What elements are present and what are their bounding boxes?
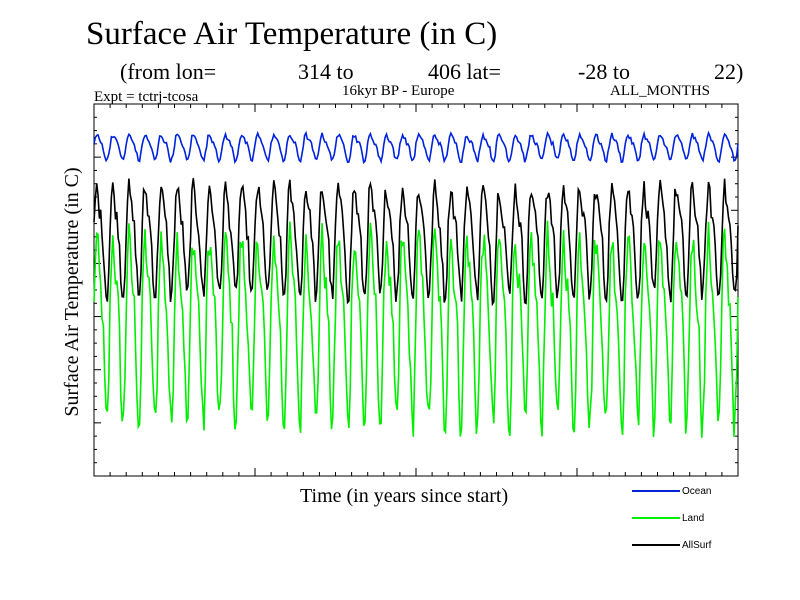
- series-line-ocean: [93, 130, 739, 165]
- subtitle-lon-start: 314 to: [298, 59, 354, 84]
- subtitle-lat-end: 22): [714, 59, 744, 84]
- months-label: ALL_MONTHS: [610, 83, 710, 99]
- chart-title: Surface Air Temperature (in C): [86, 16, 498, 52]
- legend: Ocean Land AllSurf: [632, 486, 712, 551]
- series-line-land: [93, 220, 739, 438]
- legend-label-ocean: Ocean: [682, 486, 711, 497]
- series-line-allsurf: [93, 178, 739, 307]
- legend-label-allsurf: AllSurf: [682, 540, 712, 551]
- experiment-label: Expt = tctrj-tcosa: [94, 89, 199, 105]
- subtitle-lat-start: -28 to: [578, 59, 630, 84]
- axis-ticks: [94, 104, 738, 477]
- region-label: 16kyr BP - Europe: [342, 83, 455, 99]
- subtitle-lon-end-lat-label: 406 lat=: [428, 59, 501, 84]
- series-layer: [93, 130, 739, 438]
- legend-label-land: Land: [682, 513, 704, 524]
- x-axis-label: Time (in years since start): [300, 485, 509, 507]
- subtitle-lon-label: (from lon=: [120, 59, 217, 84]
